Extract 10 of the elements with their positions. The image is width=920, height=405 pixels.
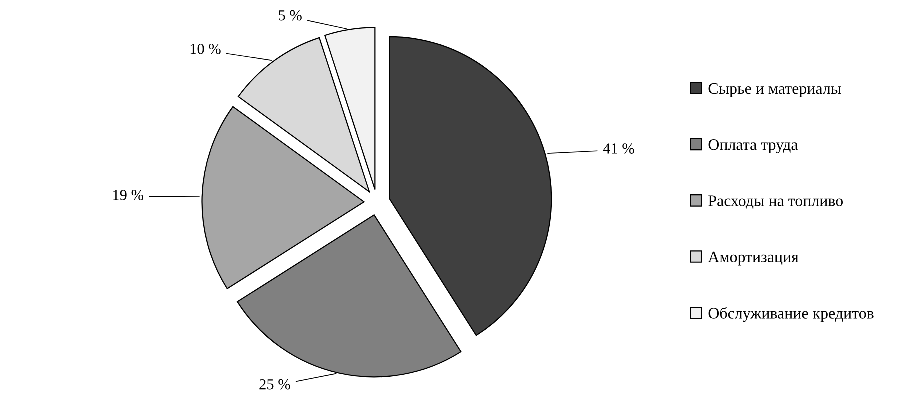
- data-label: 25 %: [260, 379, 290, 390]
- data-label: 19 %: [114, 190, 144, 200]
- legend-label: Оплата труда: [708, 140, 798, 154]
- legend-label: Расходы на топливо: [708, 196, 844, 210]
- data-label: 5 %: [279, 10, 302, 21]
- legend-label: Сырье и материалы: [708, 83, 842, 98]
- legend-label: Амортизация: [708, 252, 799, 266]
- data-label: 10 %: [190, 44, 221, 54]
- data-label: 41 %: [603, 144, 634, 154]
- legend-label: Обслуживание кредитов: [708, 307, 874, 322]
